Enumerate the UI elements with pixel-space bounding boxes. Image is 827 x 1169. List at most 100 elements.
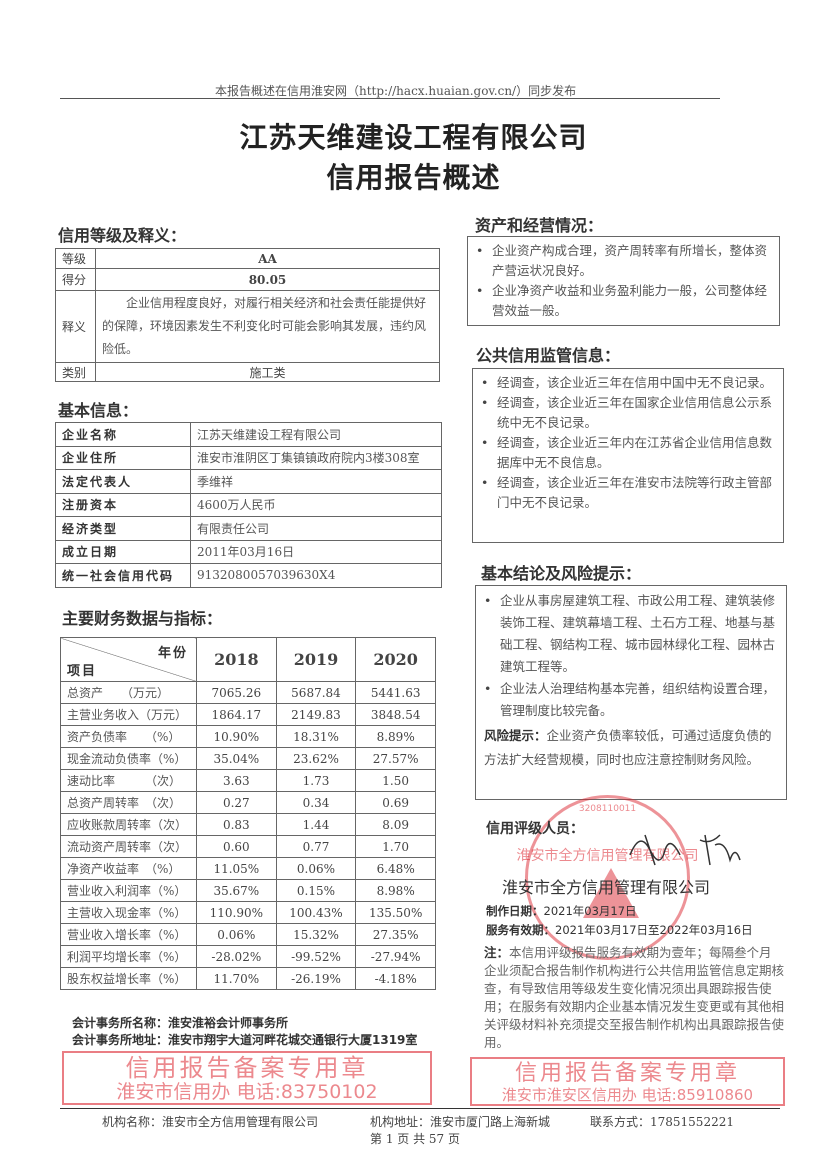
- finance-value: -99.52%: [275, 945, 357, 968]
- finance-row: 净资产收益率 （%） 11.05% 0.06% 6.48%: [60, 857, 436, 880]
- rater-signatures: [629, 834, 741, 866]
- basic-info-row: 法定代表人 季维祥: [55, 469, 442, 494]
- finance-value: 27.35%: [355, 923, 436, 946]
- finance-value: 135.50%: [355, 901, 436, 924]
- finance-value: 0.27: [196, 791, 277, 814]
- rating-label: 等级: [55, 248, 96, 269]
- finance-item: 主营业务收入（万元）: [60, 703, 197, 726]
- finance-value: 1.70: [355, 835, 436, 858]
- finance-item: 流动资产周转率（次）: [60, 835, 197, 858]
- accounting-firm-address: 会计事务所地址：淮安市翔宇大道河畔花城交通银行大厦1319室: [72, 1033, 418, 1047]
- finance-value: 23.62%: [275, 747, 357, 770]
- finance-value: 8.09: [355, 813, 436, 836]
- finance-value: 11.05%: [196, 857, 277, 880]
- list-item: 企业净资产收益和业务盈利能力一般，公司整体经营效益一般。: [476, 281, 771, 321]
- finance-item: 净资产收益率 （%）: [60, 857, 197, 880]
- finance-table: 年份 项目 2018 2019 2020 总资产 （万元） 7065.26 5687…: [60, 637, 436, 990]
- rating-table: 等级 AA 得分 80.05 释义 企业信用程度良好，对履行相关经济和社会责任能提供好…: [55, 248, 440, 382]
- publish-notice: 本报告概述在信用淮安网（http://hacx.huaian.gov.cn/）同…: [215, 84, 577, 98]
- finance-item: 应收账款周转率（次）: [60, 813, 197, 836]
- basic-info-row: 企业住所 淮安市淮阴区丁集镇镇政府院内3楼308室: [55, 445, 442, 470]
- footer-divider: [60, 1108, 780, 1109]
- footer-org-address: 机构地址：淮安市厦门路上海新城: [370, 1115, 551, 1129]
- valid-range: 2021年03月17日至2022年03月16日: [555, 923, 753, 937]
- finance-item: 总资产 （万元）: [60, 681, 197, 704]
- basic-info-label: 法定代表人: [55, 469, 191, 494]
- finance-value: 8.89%: [355, 725, 436, 748]
- filing-stamp: 信用报告备案专用章 淮安市信用办 电话:83750102: [62, 1051, 432, 1105]
- finance-value: 5687.84: [275, 681, 357, 704]
- finance-value: -28.02%: [196, 945, 277, 968]
- finance-value: 2149.83: [275, 703, 357, 726]
- list-item: 经调查，该企业近三年内在江苏省企业信用信息数据库中无不良信息。: [481, 433, 775, 473]
- page-title: 江苏天维建设工程有限公司: [239, 121, 588, 154]
- public-credit-box: 经调查，该企业近三年在信用中国中无不良记录。经调查，该企业近三年在国家企业信用信…: [472, 368, 784, 543]
- finance-value: 8.98%: [355, 879, 436, 902]
- basic-info-label: 注册资本: [55, 492, 191, 517]
- basic-section-title: 基本信息：: [58, 401, 139, 420]
- footer-contact: 联系方式：17851552221: [590, 1115, 734, 1129]
- finance-value: 1864.17: [196, 703, 277, 726]
- rating-score: 80.05: [95, 268, 440, 291]
- accounting-firm-name: 会计事务所名称：淮安淮裕会计师事务所: [72, 1016, 289, 1030]
- finance-row: 总资产周转率 （次） 0.27 0.34 0.69: [60, 791, 436, 814]
- conclusion-box: 企业从事房屋建筑工程、市政公用工程、建筑装修装饰工程、建筑幕墙工程、土石方工程、…: [475, 585, 787, 800]
- stamp-line: 淮安市信用办 电话:83750102: [116, 1081, 378, 1103]
- stamp-line: 信用报告备案专用章: [125, 1054, 369, 1082]
- basic-info-row: 注册资本 4600万人民币: [55, 492, 442, 517]
- rating-label: 类别: [55, 362, 96, 382]
- rating-definition: 企业信用程度良好，对履行相关经济和社会责任能提供好的保障，环境因素发生不利变化时…: [95, 290, 440, 363]
- finance-value: 35.04%: [196, 747, 277, 770]
- finance-row: 营业收入利润率（%） 35.67% 0.15% 8.98%: [60, 879, 436, 902]
- filing-stamp: 信用报告备案专用章 淮安市淮安区信用办 电话:85910860: [470, 1057, 785, 1106]
- finance-row: 营业收入增长率（%） 0.06% 15.32% 27.35%: [60, 923, 436, 946]
- finance-item: 总资产周转率 （次）: [60, 791, 197, 814]
- finance-row: 股东权益增长率（%） 11.70% -26.19% -4.18%: [60, 967, 436, 990]
- finance-value: 110.90%: [196, 901, 277, 924]
- basic-info-label: 统一社会信用代码: [55, 563, 191, 588]
- public-section-title: 公共信用监管信息：: [476, 346, 621, 365]
- finance-value: -27.94%: [355, 945, 436, 968]
- finance-value: -4.18%: [355, 967, 436, 990]
- basic-info-value: 有限责任公司: [190, 516, 442, 541]
- basic-info-label: 经济类型: [55, 516, 191, 541]
- note-text: 本信用评级报告服务有效期为壹年；每隔叁个月企业须配合报告制作机构进行公共信用监管…: [484, 945, 785, 1050]
- note-label: 注：: [484, 945, 510, 960]
- finance-item: 利润平均增长率（%）: [60, 945, 197, 968]
- basic-info-value: 4600万人民币: [190, 492, 442, 517]
- assets-box: 企业资产构成合理，资产周转率有所增长，整体资产营运状况良好。企业净资产收益和业务…: [467, 236, 780, 326]
- finance-value: 0.15%: [275, 879, 357, 902]
- finance-value: 0.06%: [275, 857, 357, 880]
- finance-row: 利润平均增长率（%） -28.02% -99.52% -27.94%: [60, 945, 436, 968]
- finance-value: 1.44: [275, 813, 357, 836]
- basic-info-value: 9132080057039630X4: [190, 563, 442, 588]
- list-item: 企业法人治理结构基本完善，组织结构设置合理，管理制度比较完备。: [484, 678, 778, 722]
- finance-row: 流动资产周转率（次） 0.60 0.77 1.70: [60, 835, 436, 858]
- basic-info-table: 企业名称 江苏天维建设工程有限公司 企业住所 淮安市淮阴区丁集镇镇政府院内3楼308室…: [55, 422, 442, 588]
- basic-info-row: 企业名称 江苏天维建设工程有限公司: [55, 422, 442, 447]
- finance-row: 主营业务收入（万元） 1864.17 2149.83 3848.54: [60, 703, 436, 726]
- header-diagonal-cell: 年份 项目: [60, 637, 197, 682]
- finance-row: 总资产 （万元） 7065.26 5687.84 5441.63: [60, 681, 436, 704]
- finance-value: -26.19%: [275, 967, 357, 990]
- note: 注：本信用评级报告服务有效期为壹年；每隔叁个月企业须配合报告制作机构进行公共信用…: [484, 944, 784, 1052]
- finance-value: 11.70%: [196, 967, 277, 990]
- made-date-label: 制作日期：: [486, 904, 544, 918]
- rating-label: 得分: [55, 268, 96, 291]
- page-number: 第 1 页 共 57 页: [370, 1132, 460, 1146]
- conclusion-section-title: 基本结论及风险提示：: [481, 564, 642, 583]
- finance-item: 现金流动负债率（%）: [60, 747, 197, 770]
- rating-grade: AA: [95, 248, 440, 269]
- footer-org-name: 机构名称：淮安市全方信用管理有限公司: [102, 1115, 319, 1129]
- list-item: 企业从事房屋建筑工程、市政公用工程、建筑装修装饰工程、建筑幕墙工程、土石方工程、…: [484, 590, 778, 678]
- year-header: 年份: [157, 646, 188, 661]
- basic-info-row: 统一社会信用代码 9132080057039630X4: [55, 563, 442, 588]
- basic-info-row: 成立日期 2011年03月16日: [55, 539, 442, 564]
- rating-category: 施工类: [95, 362, 440, 382]
- seal-star-icon: [583, 868, 639, 918]
- finance-value: 3.63: [196, 769, 277, 792]
- basic-info-value: 淮安市淮阴区丁集镇镇政府院内3楼308室: [190, 445, 442, 470]
- rating-section-title: 信用等级及释义：: [58, 226, 187, 245]
- finance-value: 0.77: [275, 835, 357, 858]
- finance-value: 1.50: [355, 769, 436, 792]
